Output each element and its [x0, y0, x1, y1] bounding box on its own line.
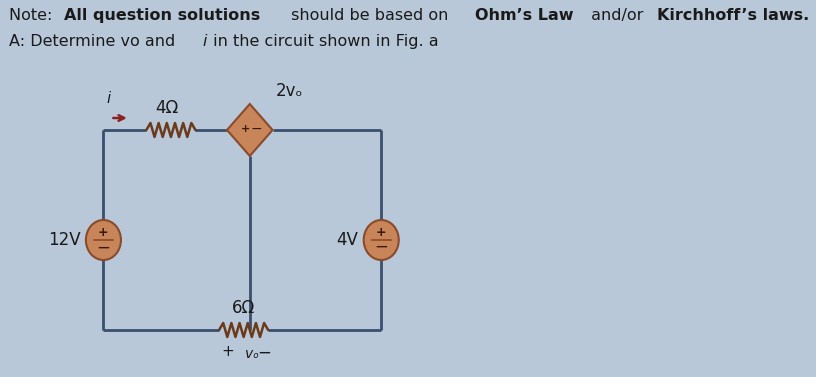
Text: Ohm’s Law: Ohm’s Law [475, 8, 574, 23]
Polygon shape [227, 104, 273, 156]
Circle shape [86, 220, 121, 260]
Text: Note:: Note: [9, 8, 57, 23]
Text: 6Ω: 6Ω [232, 299, 255, 317]
Text: in the circuit shown in Fig. a: in the circuit shown in Fig. a [207, 34, 438, 49]
Text: +: + [376, 225, 387, 239]
Text: should be based on: should be based on [286, 8, 453, 23]
Text: Kirchhoff’s laws.: Kirchhoff’s laws. [657, 8, 809, 23]
Text: −: − [251, 122, 263, 136]
Text: −: − [96, 239, 110, 257]
Text: i: i [107, 91, 111, 106]
Text: +: + [221, 344, 234, 359]
Text: vₒ: vₒ [246, 347, 259, 361]
Text: −: − [258, 344, 272, 362]
Text: +: + [241, 124, 250, 134]
Text: and/or: and/or [587, 8, 649, 23]
Text: 4V: 4V [336, 231, 358, 249]
Text: −: − [375, 238, 388, 256]
Text: +: + [98, 227, 109, 239]
Text: 4Ω: 4Ω [155, 99, 178, 117]
Text: A: Determine vo and: A: Determine vo and [9, 34, 180, 49]
Text: i: i [202, 34, 207, 49]
Text: 12V: 12V [48, 231, 81, 249]
Text: All question solutions: All question solutions [64, 8, 259, 23]
Circle shape [364, 220, 399, 260]
Text: 2vₒ: 2vₒ [276, 82, 304, 100]
